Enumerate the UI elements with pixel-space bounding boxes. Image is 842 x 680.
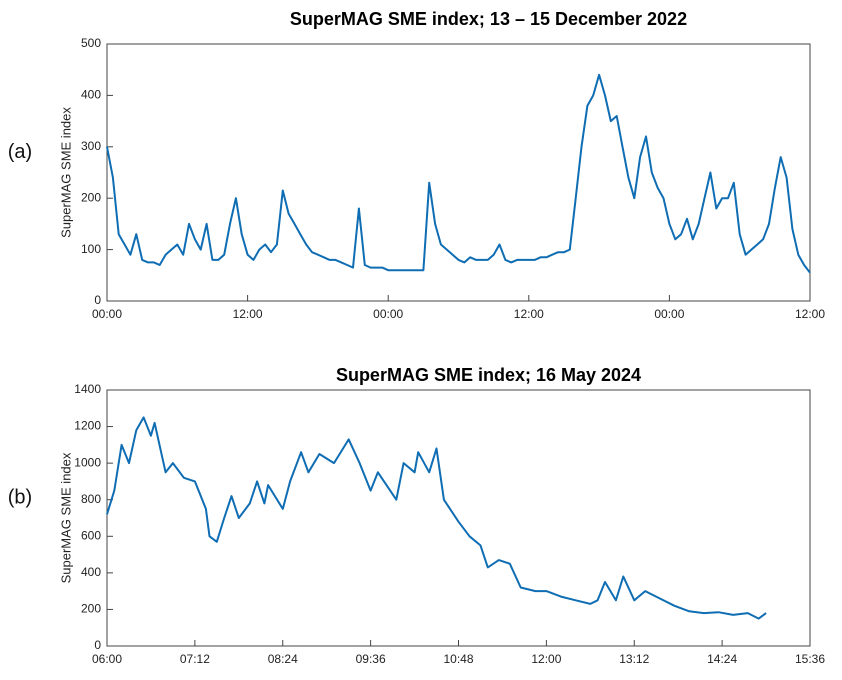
y-tick-label: 200: [81, 190, 101, 204]
data-line: [106, 416, 767, 620]
x-tick-label: 08:24: [268, 652, 298, 666]
x-tick-label: 12:00: [531, 652, 561, 666]
x-tick-label: 07:12: [180, 652, 210, 666]
x-tick-label: 12:00: [233, 307, 263, 321]
x-tick-label: 12:00: [795, 307, 825, 321]
plot-frame: [106, 389, 811, 647]
y-tick-label: 1000: [74, 455, 101, 469]
y-tick-label: 600: [81, 528, 101, 542]
y-tick-label: 300: [81, 139, 101, 153]
panel-label: (b): [8, 486, 32, 508]
y-tick-label: 1400: [74, 382, 101, 396]
panel-label: (a): [8, 141, 32, 163]
y-tick-label: 1200: [74, 419, 101, 433]
y-tick-label: 0: [94, 638, 101, 652]
y-tick-label: 200: [81, 602, 101, 616]
x-tick-label: 10:48: [443, 652, 473, 666]
x-tick-label: 06:00: [92, 652, 122, 666]
x-tick-label: 13:12: [619, 652, 649, 666]
y-tick-label: 800: [81, 492, 101, 506]
plot-frame: [106, 43, 811, 302]
x-tick-label: 14:24: [707, 652, 737, 666]
chart-title: SuperMAG SME index; 13 – 15 December 202…: [290, 9, 687, 29]
x-tick-label: 00:00: [92, 307, 122, 321]
y-tick-label: 400: [81, 88, 101, 102]
y-tick-label: 0: [94, 293, 101, 307]
x-tick-label: 00:00: [654, 307, 684, 321]
x-tick-label: 09:36: [356, 652, 386, 666]
x-tick-label: 00:00: [373, 307, 403, 321]
y-tick-label: 100: [81, 242, 101, 256]
y-tick-label: 400: [81, 565, 101, 579]
y-axis-label: SuperMAG SME index: [58, 107, 73, 238]
x-tick-label: 12:00: [514, 307, 544, 321]
y-tick-label: 500: [81, 36, 101, 50]
x-tick-label: 15:36: [795, 652, 825, 666]
chart-title: SuperMAG SME index; 16 May 2024: [336, 365, 641, 385]
data-line: [106, 73, 811, 274]
y-axis-label: SuperMAG SME index: [58, 452, 73, 583]
